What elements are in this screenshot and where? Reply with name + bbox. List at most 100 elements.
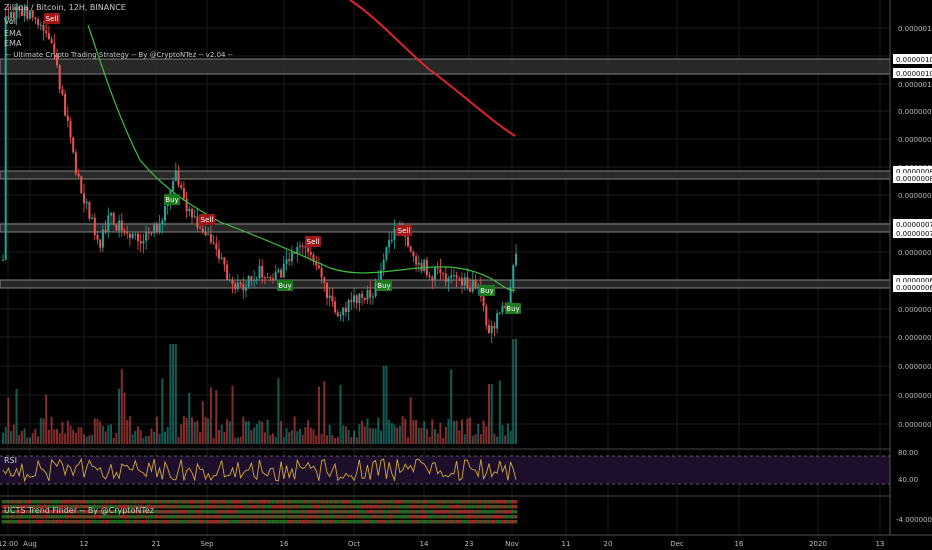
ucts-cell [320, 520, 323, 524]
ucts-cell [490, 500, 494, 504]
candle-body [223, 257, 226, 265]
volume-bar [288, 432, 291, 444]
volume-bar [280, 421, 283, 444]
ucts-cell [214, 510, 218, 514]
ucts-cell [190, 510, 194, 514]
ucts-cell [368, 515, 372, 519]
price-tick: 0.00000045 [898, 392, 932, 400]
ucts-cell [1, 520, 5, 524]
ucts-cell [23, 505, 26, 509]
volume-bar [347, 429, 350, 444]
ucts-cell [42, 500, 45, 504]
ucts-cell [169, 520, 172, 524]
ucts-cell [169, 510, 172, 514]
candle-body [101, 229, 104, 248]
ucts-cell [190, 500, 194, 504]
ucts-cell [511, 520, 515, 524]
ucts-cell [374, 515, 377, 519]
volume-bar [374, 428, 377, 444]
ucts-cell [379, 500, 383, 504]
candle-body [420, 262, 423, 272]
ucts-cell [436, 510, 440, 514]
ucts-cell [79, 520, 83, 524]
ucts-cell [106, 520, 110, 524]
ucts-cell [171, 500, 175, 504]
volume-bar [45, 394, 48, 444]
volume-bar [431, 419, 434, 444]
candle-body [74, 152, 77, 174]
ucts-cell [15, 510, 18, 514]
ema-legend-2: EMA [4, 39, 22, 48]
ucts-cell [187, 500, 191, 504]
ucts-cell [425, 520, 429, 524]
ucts-cell [204, 510, 207, 514]
zone-84 [0, 170, 891, 180]
ucts-cell [393, 510, 396, 514]
signal-labels: Sell Buy Sell Buy Sell Buy Sell Buy Buy [44, 13, 521, 314]
volume-bar [126, 420, 129, 444]
price-axis[interactable]: 0.000001100.000001050.000001000.00000095… [893, 25, 932, 429]
ucts-cell [147, 505, 151, 509]
volume-bar [442, 437, 445, 444]
candle-body [374, 282, 377, 297]
ucts-cell [23, 500, 26, 504]
ucts-cell [398, 520, 402, 524]
volume-bar [12, 424, 15, 444]
volume-bar [501, 424, 504, 444]
ucts-cell [1, 505, 5, 509]
volume-bar [209, 387, 212, 444]
signal-label: Buy [480, 287, 493, 295]
ucts-cell [376, 500, 380, 504]
ucts-label: UCTS Trend Finder -- By @CryptoNTez [4, 506, 154, 515]
ucts-cell [290, 500, 294, 504]
ucts-cell [503, 515, 507, 519]
ucts-cell [279, 510, 283, 514]
candle-body [226, 264, 229, 280]
ucts-cell [44, 510, 48, 514]
ucts-cell [344, 515, 348, 519]
ucts-cell [344, 520, 348, 524]
ucts-cell [355, 500, 359, 504]
ucts-cell [139, 500, 143, 504]
ucts-cell [117, 510, 121, 514]
volume-bar [293, 416, 296, 444]
ucts-cell [463, 510, 467, 514]
ucts-cell [363, 510, 367, 514]
ucts-cell [511, 510, 515, 514]
time-axis[interactable]: 12:00 Aug 12 21 Sep 16 Oct 14 23 Nov 11 20 Dec 16 2020… [0, 540, 884, 548]
volume-bar [239, 436, 242, 444]
ucts-cell [455, 515, 458, 519]
time-tick: 20 [604, 540, 613, 548]
ucts-cell [436, 520, 440, 524]
strategy-legend: -- Ultimate Crypto Trading Strategy -- B… [6, 51, 233, 59]
volume-bar [153, 432, 156, 444]
ucts-cell [444, 520, 448, 524]
volume-bar [253, 427, 256, 444]
ucts-cell [457, 510, 461, 514]
ucts-cell [241, 515, 245, 519]
ucts-cell [250, 505, 253, 509]
ucts-cell [117, 500, 121, 504]
candle-body [83, 193, 85, 204]
ucts-cell [125, 520, 129, 524]
ucts-cell [88, 510, 91, 514]
ucts-cell [484, 510, 488, 514]
ucts-cell [401, 515, 404, 519]
ucts-cell [503, 520, 507, 524]
ucts-cell [476, 520, 480, 524]
ucts-cell [255, 500, 259, 504]
ucts-cell [20, 520, 24, 524]
ucts-cell [425, 500, 429, 504]
candle-body [274, 271, 277, 280]
volume-bar [493, 433, 496, 444]
ucts-cell [214, 500, 218, 504]
ucts-cell [160, 500, 164, 504]
ucts-cell [25, 510, 29, 514]
ucts-cell [495, 515, 499, 519]
signal-label: Sell [398, 227, 411, 235]
ucts-cell [144, 510, 148, 514]
signal-label: Buy [506, 305, 519, 313]
ucts-cell [425, 510, 429, 514]
